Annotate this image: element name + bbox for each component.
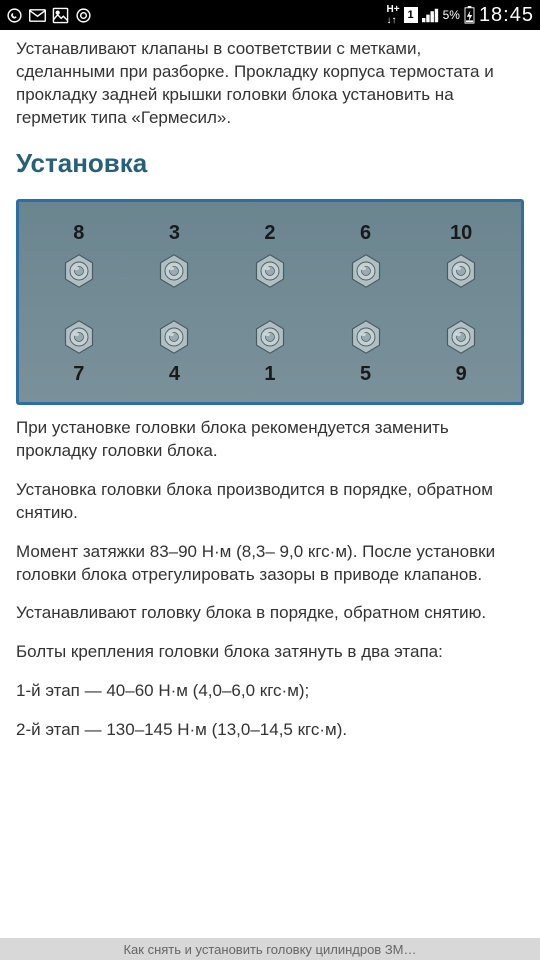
bolt: 7 (49, 319, 109, 388)
status-left (6, 7, 92, 24)
sync-icon (75, 7, 92, 24)
bolt-icon (252, 319, 288, 355)
paragraph: Устанавливают головку блока в порядке, о… (16, 602, 524, 625)
bolt-icon (443, 253, 479, 289)
bolt: 5 (336, 319, 396, 388)
battery-icon (464, 6, 475, 24)
bolt-label: 9 (456, 361, 467, 388)
bolt-icon (348, 253, 384, 289)
data-icon: H+↓↑ (387, 4, 400, 26)
image-icon (52, 7, 69, 24)
section-heading: Установка (16, 146, 524, 181)
bolt-icon (252, 253, 288, 289)
sim-icon: 1 (404, 7, 418, 23)
bolt: 8 (49, 220, 109, 289)
bolt-label: 1 (264, 361, 275, 388)
bolt-icon (443, 319, 479, 355)
bolt-icon (348, 319, 384, 355)
bottom-title-bar[interactable]: Как снять и установить головку цилиндров… (0, 938, 540, 960)
bolt: 9 (431, 319, 491, 388)
bolt: 10 (431, 220, 491, 289)
bolt: 4 (144, 319, 204, 388)
signal-icon (422, 8, 439, 23)
bolt-label: 8 (73, 220, 84, 247)
bolt: 1 (240, 319, 300, 388)
bolt-icon (61, 319, 97, 355)
paragraph: 1-й этап — 40–60 Н·м (4,0–6,0 кгс·м); (16, 680, 524, 703)
status-bar: H+↓↑ 1 5% 18:45 (0, 0, 540, 30)
bolt: 6 (336, 220, 396, 289)
bolt-label: 7 (73, 361, 84, 388)
status-right: H+↓↑ 1 5% 18:45 (387, 4, 534, 27)
bolt: 3 (144, 220, 204, 289)
bolt-row-bottom: 7 4 1 5 9 (19, 319, 521, 388)
bolt-diagram: 8 3 2 6 10 7 4 1 5 (16, 199, 524, 405)
bolt: 2 (240, 220, 300, 289)
bolt-row-top: 8 3 2 6 10 (19, 220, 521, 289)
clock: 18:45 (479, 4, 534, 27)
bolt-icon (61, 253, 97, 289)
bolt-label: 2 (264, 220, 275, 247)
paragraph: Болты крепления головки блока затянуть в… (16, 641, 524, 664)
bolt-label: 4 (169, 361, 180, 388)
battery-pct: 5% (443, 8, 460, 22)
bolt-label: 10 (450, 220, 472, 247)
bolt-label: 3 (169, 220, 180, 247)
paragraph: При установке головки блока рекомендуетс… (16, 417, 524, 463)
paragraph: 2-й этап — 130–145 Н·м (13,0–14,5 кгс·м)… (16, 719, 524, 742)
bolt-label: 6 (360, 220, 371, 247)
intro-paragraph: Устанавливают клапаны в соответствии с м… (16, 38, 524, 130)
article-content[interactable]: Устанавливают клапаны в соответствии с м… (0, 30, 540, 938)
bolt-icon (156, 319, 192, 355)
bolt-label: 5 (360, 361, 371, 388)
whatsapp-icon (6, 7, 23, 24)
paragraph: Момент затяжки 83–90 Н·м (8,3– 9,0 кгс·м… (16, 541, 524, 587)
paragraph: Установка головки блока производится в п… (16, 479, 524, 525)
mail-icon (29, 9, 46, 22)
bolt-icon (156, 253, 192, 289)
